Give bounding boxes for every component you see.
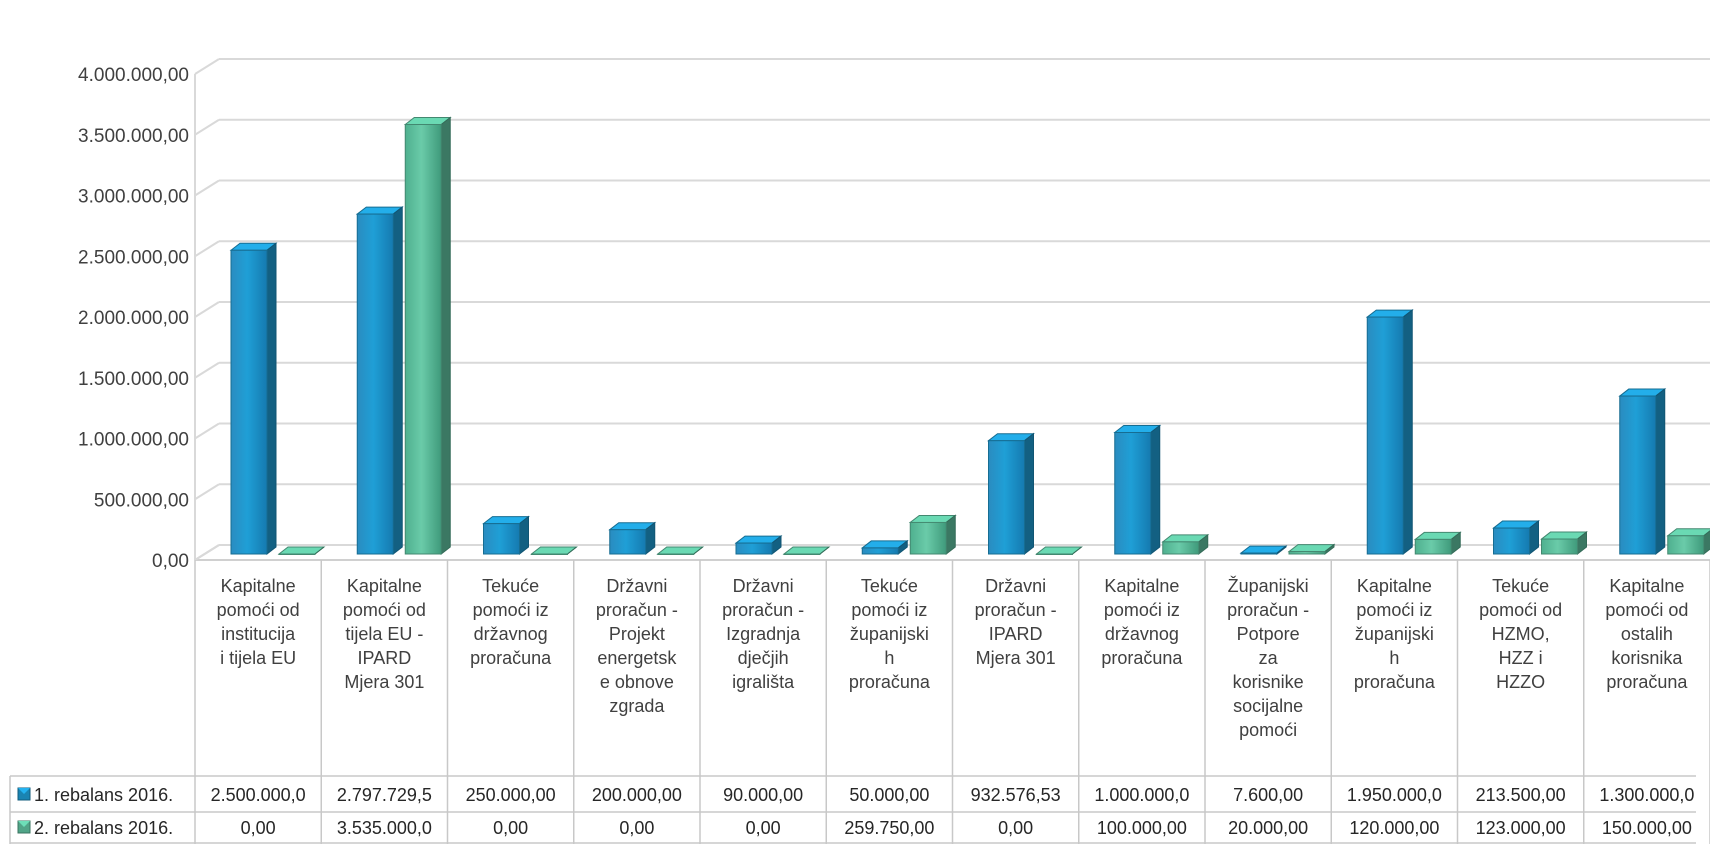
data-label: 213.500,00 [1476,785,1566,805]
category-label: Kapitalne pomoći iz županijski h proračuna [1354,576,1436,692]
data-label: 932.576,53 [971,785,1061,805]
data-label: 123.000,00 [1476,818,1566,838]
category-label: Kapitalne pomoći od tijela EU -IPARD Mjera … [343,576,426,692]
data-label: 259.750,00 [844,818,934,838]
gridline-side [194,361,220,379]
data-label: 2.500.000,0 [211,785,306,805]
data-table: Kapitalne pomoći od institucija i tijela EU… [9,560,1710,844]
data-label: 1.300.000,0 [1599,785,1694,805]
gridline-side [194,240,220,258]
gridline-side [194,422,220,440]
y-tick-label: 500.000,00 [94,490,189,511]
data-label: 0,00 [998,818,1033,838]
y-tick-label: 1.000.000,00 [78,430,189,451]
bar-s1-c6 [860,539,909,556]
bar-s1-c8 [1113,424,1162,556]
y-axis: 0,00 500.000,00 1.000.000,00 1.500.000,00 2.… [78,65,189,572]
data-label: 50.000,00 [849,785,929,805]
data-label: 120.000,00 [1349,818,1439,838]
y-tick-label: 4.000.000,00 [78,65,189,86]
data-label: 1.950.000,0 [1347,785,1442,805]
bar-s2-c8 [1161,533,1210,556]
y-tick-label: 2.500.000,00 [78,247,189,268]
gridline-side [194,483,220,501]
bar-s2-c10 [1413,531,1462,556]
gridline-side [194,58,220,75]
legend-key-s2 [17,820,31,834]
bar-s2-c7 [1035,546,1083,555]
data-label: 250.000,00 [466,785,556,805]
bar-s1-c10 [1365,309,1414,556]
bar-s2-c3 [530,546,578,555]
data-label: 90.000,00 [723,785,803,805]
bar-s1-c3 [482,515,530,556]
category-label: Tekuće pomoći iz državnog proračuna [470,576,552,668]
data-label: 200.000,00 [592,785,682,805]
gridline-side [194,179,220,197]
bar-s1-c7 [987,432,1035,556]
category-label: Državni proračun -Projekt energetsk e obnov… [596,576,678,716]
bar-s2-c5 [782,546,831,555]
data-label: 7.600,00 [1233,785,1303,805]
y-tick-label: 3.000.000,00 [78,187,189,208]
bar-s2-c9 [1287,543,1336,556]
y-tick-label: 0,00 [152,551,189,572]
series-name: 1. rebalans 2016. [34,785,173,805]
data-label: 3.535.000,0 [337,818,432,838]
bar-s1-c4 [608,521,657,556]
bar-s2-c2 [403,116,452,556]
category-label: Županijski proračun -Potpore za korisnike so… [1227,576,1309,740]
data-label: 100.000,00 [1097,818,1187,838]
bar-s1-c2 [355,206,404,556]
gridline-side [194,301,220,318]
category-label: Tekuće pomoći od HZMO, HZZ i HZZO [1479,576,1562,692]
bar-s1-c11 [1492,520,1540,556]
data-label: 0,00 [619,818,654,838]
category-label: Kapitalne pomoći od institucija i tijela EU [217,576,300,668]
gridline-side [194,544,220,561]
gridline-side [194,118,220,136]
data-label: 0,00 [493,818,528,838]
category-label: Kapitalne pomoći iz državnog proračuna [1101,576,1183,668]
bar-s2-c1 [277,546,326,555]
bar-s2-c11 [1540,531,1588,556]
data-label: 1.000.000,0 [1094,785,1189,805]
category-label: Državni proračun -IPARD Mjera 301 [975,576,1057,668]
data-label: 150.000,00 [1602,818,1692,838]
data-label: 0,00 [241,818,276,838]
data-label: 20.000,00 [1228,818,1308,838]
bar-s2-c6 [908,514,957,556]
category-label: Državni proračun -Izgradnja dječjih igrališ… [722,576,804,692]
bar-s1-c1 [229,242,278,556]
bar-s1-c5 [734,535,783,556]
y-tick-label: 2.000.000,00 [78,308,189,329]
category-label: Tekuće pomoći iz županijski h proračuna [849,576,931,692]
legend-key-s1 [17,787,31,801]
data-label: 0,00 [746,818,781,838]
bars [229,116,1710,556]
bar-s1-c12 [1618,388,1667,556]
y-tick-label: 3.500.000,00 [78,126,189,147]
category-label: Kapitalne pomoći od ostalih korisnika prorač… [1605,576,1688,692]
y-tick-label: 1.500.000,00 [78,369,189,390]
series-name: 2. rebalans 2016. [34,818,173,838]
data-label: 2.797.729,5 [337,785,432,805]
bar-s2-c12 [1666,528,1710,556]
bar-s1-c9 [1239,545,1288,556]
bar-s2-c4 [656,546,705,555]
